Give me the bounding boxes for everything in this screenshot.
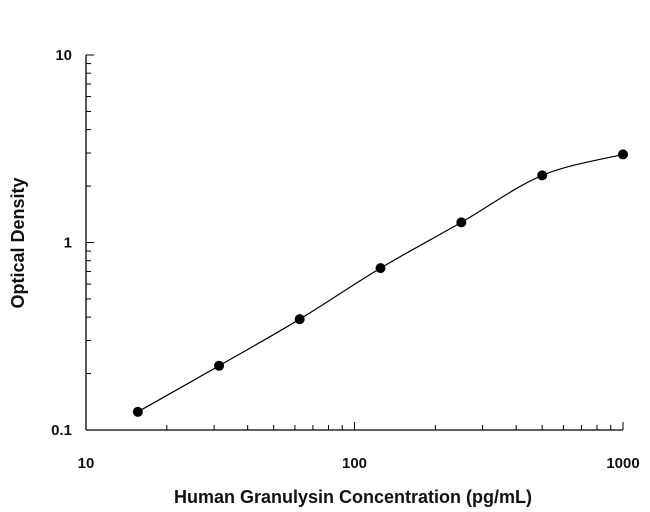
- data-points: [132, 149, 628, 417]
- data-point: [375, 263, 386, 274]
- data-point: [537, 170, 548, 181]
- x-tick-label: 10: [78, 455, 95, 472]
- axes: 10 100 1000 0.1 1 10: [51, 47, 640, 472]
- y-tick-label: 1: [64, 235, 72, 252]
- x-tick-label: 100: [342, 455, 367, 472]
- y-axis-title: Optical Density: [8, 177, 28, 308]
- data-point: [294, 314, 305, 325]
- data-point: [132, 406, 143, 417]
- fit-curve-group: [137, 153, 624, 413]
- x-axis-title: Human Granulysin Concentration (pg/mL): [174, 487, 532, 507]
- data-point: [214, 360, 225, 371]
- y-tick-label: 10: [55, 47, 72, 64]
- y-tick-label: 0.1: [51, 422, 72, 439]
- fit-curve: [137, 153, 624, 413]
- data-point: [456, 217, 467, 228]
- data-point: [618, 149, 628, 160]
- x-tick-label: 1000: [606, 455, 639, 472]
